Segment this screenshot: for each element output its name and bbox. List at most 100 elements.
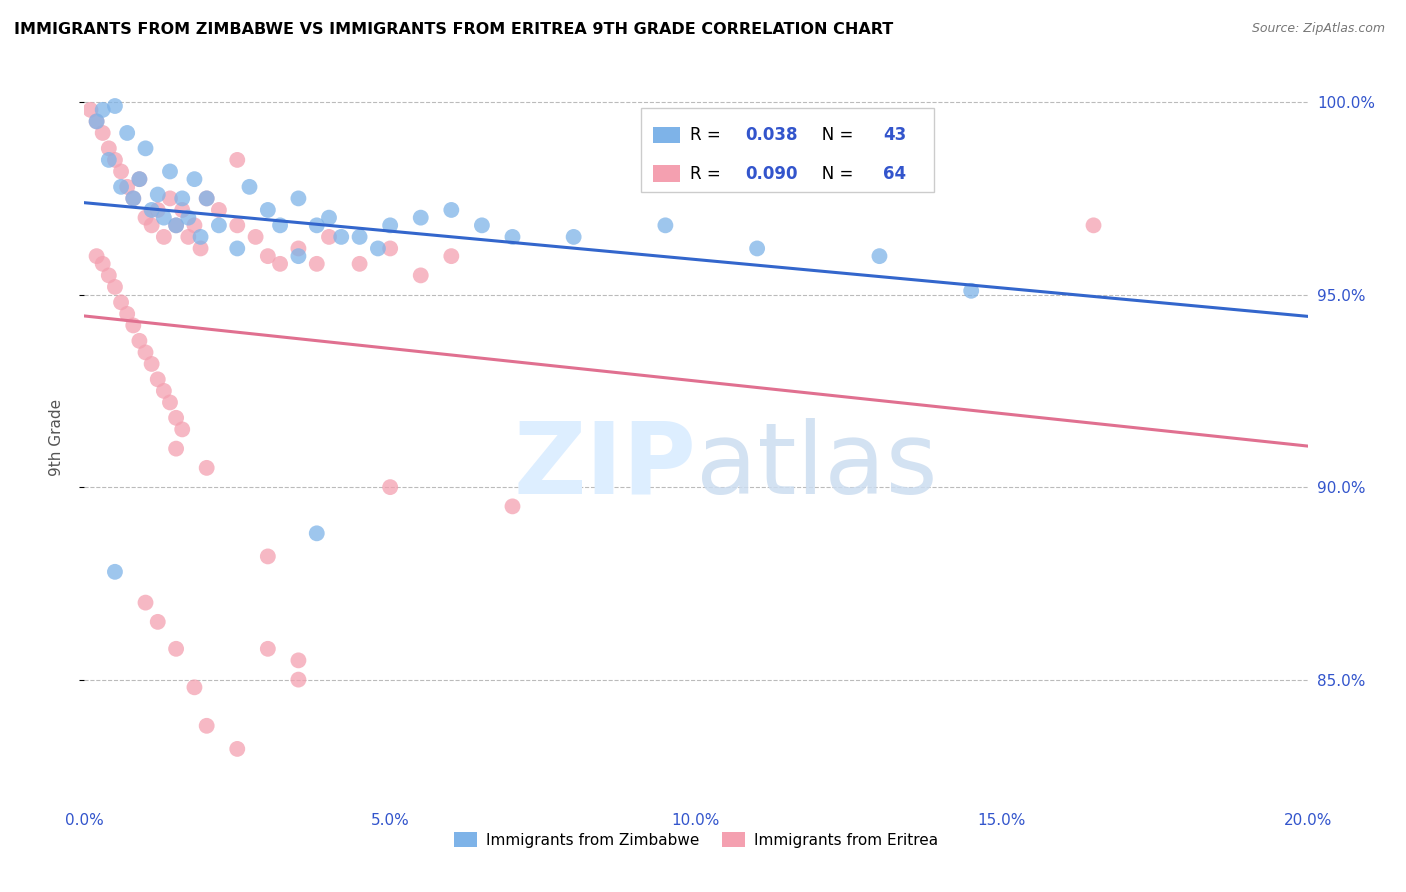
Point	[104, 99, 127, 113]
Point	[195, 719, 218, 733]
Point	[86, 114, 108, 128]
Point	[305, 257, 328, 271]
Point	[91, 126, 114, 140]
Text: ZIP: ZIP	[513, 417, 696, 515]
Point	[159, 191, 181, 205]
Point	[190, 230, 212, 244]
Point	[318, 211, 340, 225]
Point	[128, 334, 150, 348]
Text: R =: R =	[690, 164, 725, 183]
Point	[104, 280, 127, 294]
Text: 43: 43	[883, 126, 907, 144]
Point	[91, 257, 114, 271]
Point	[190, 242, 212, 256]
Point	[318, 230, 340, 244]
Point	[172, 202, 194, 217]
Point	[122, 191, 145, 205]
Point	[165, 410, 187, 425]
Text: IMMIGRANTS FROM ZIMBABWE VS IMMIGRANTS FROM ERITREA 9TH GRADE CORRELATION CHART: IMMIGRANTS FROM ZIMBABWE VS IMMIGRANTS F…	[14, 22, 893, 37]
Point	[287, 653, 309, 667]
Point	[440, 249, 463, 263]
Point	[226, 153, 249, 167]
Point	[128, 172, 150, 186]
Text: R =: R =	[690, 126, 725, 144]
Point	[380, 480, 402, 494]
Point	[562, 230, 585, 244]
Point	[208, 219, 231, 233]
Point	[97, 141, 120, 155]
Point	[257, 202, 280, 217]
Point	[380, 219, 402, 233]
Point	[238, 179, 260, 194]
Point	[165, 219, 187, 233]
Point	[146, 615, 169, 629]
Point	[104, 153, 127, 167]
Point	[110, 295, 132, 310]
Point	[654, 219, 676, 233]
Point	[159, 164, 181, 178]
Point	[269, 219, 291, 233]
Text: 0.090: 0.090	[745, 164, 797, 183]
Point	[135, 345, 157, 359]
Point	[183, 172, 205, 186]
Point	[1083, 219, 1105, 233]
Point	[257, 549, 280, 564]
Point	[287, 191, 309, 205]
Point	[869, 249, 891, 263]
Point	[146, 187, 169, 202]
Point	[471, 219, 494, 233]
Text: 64: 64	[883, 164, 907, 183]
Legend: Immigrants from Zimbabwe, Immigrants from Eritrea: Immigrants from Zimbabwe, Immigrants fro…	[447, 825, 945, 854]
Point	[110, 179, 132, 194]
Point	[153, 230, 176, 244]
Point	[97, 153, 120, 167]
Point	[960, 284, 983, 298]
Point	[146, 372, 169, 386]
Point	[349, 230, 371, 244]
Point	[287, 249, 309, 263]
Point	[165, 442, 187, 456]
Point	[165, 641, 187, 656]
Text: atlas: atlas	[696, 417, 938, 515]
FancyBboxPatch shape	[654, 166, 681, 182]
Point	[86, 249, 108, 263]
Point	[135, 596, 157, 610]
Text: N =: N =	[806, 164, 859, 183]
Point	[409, 211, 432, 225]
Point	[226, 742, 249, 756]
Point	[330, 230, 353, 244]
Point	[115, 179, 138, 194]
Point	[269, 257, 291, 271]
Point	[305, 219, 328, 233]
Point	[502, 230, 524, 244]
Text: Source: ZipAtlas.com: Source: ZipAtlas.com	[1251, 22, 1385, 36]
FancyBboxPatch shape	[654, 127, 681, 143]
Point	[141, 202, 163, 217]
Point	[195, 191, 218, 205]
Point	[146, 202, 169, 217]
Point	[128, 172, 150, 186]
Point	[349, 257, 371, 271]
Point	[115, 126, 138, 140]
Point	[183, 681, 205, 695]
Point	[747, 242, 769, 256]
Point	[172, 191, 194, 205]
Point	[502, 500, 524, 514]
Point	[305, 526, 328, 541]
Point	[367, 242, 389, 256]
Point	[91, 103, 114, 117]
Point	[257, 249, 280, 263]
Text: N =: N =	[806, 126, 859, 144]
Point	[245, 230, 267, 244]
Point	[153, 384, 176, 398]
Point	[287, 673, 309, 687]
FancyBboxPatch shape	[641, 108, 935, 192]
Point	[177, 211, 200, 225]
Point	[183, 219, 205, 233]
Point	[141, 219, 163, 233]
Point	[86, 114, 108, 128]
Point	[153, 211, 176, 225]
Point	[122, 318, 145, 333]
Point	[195, 191, 218, 205]
Point	[135, 141, 157, 155]
